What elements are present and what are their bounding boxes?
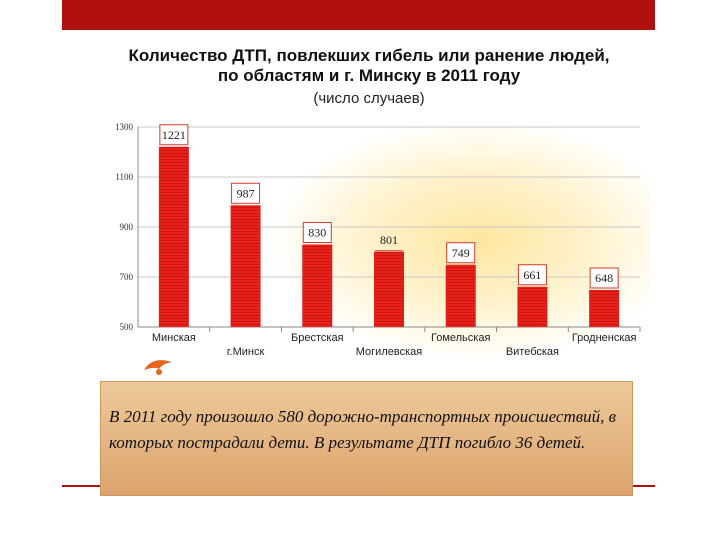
x-category-label: Гродненская (572, 332, 637, 344)
y-tick-label: 900 (120, 222, 134, 232)
value-label-box (589, 267, 619, 289)
y-tick-label: 500 (120, 322, 134, 332)
bar-7 (589, 290, 620, 327)
value-label-box (446, 242, 476, 264)
value-label: 801 (380, 233, 398, 247)
value-label-box (517, 264, 547, 286)
chart-panel: Количество ДТП, повлекших гибель или ран… (88, 40, 650, 372)
top-red-band (62, 0, 655, 30)
chart-title-line2: по областям и г. Минску в 2011 году (217, 66, 521, 85)
y-tick-label: 700 (120, 272, 134, 282)
logo-icon (144, 360, 172, 375)
x-category-label: Минская (152, 332, 196, 344)
x-category-label: Могилевская (356, 346, 422, 358)
value-label: 830 (308, 226, 326, 240)
value-label-box (231, 182, 261, 204)
value-label: 749 (452, 246, 470, 260)
value-label: 1221 (162, 128, 186, 142)
value-label: 648 (595, 271, 613, 285)
y-tick-label: 1300 (115, 122, 134, 132)
caption-text: В 2011 году произошло 580 дорожно-трансп… (109, 407, 616, 452)
value-label-box (302, 222, 332, 243)
x-category-label: Витебская (506, 346, 559, 358)
chart-subtitle: (число случаев) (313, 90, 425, 107)
bar-chart: 500 700 900 1100 1300 1221 Минская 987 г.Минск 83… (115, 122, 641, 358)
bar-2 (230, 205, 261, 327)
x-category-label: Брестская (291, 332, 344, 344)
value-label: 987 (237, 186, 255, 200)
bar-6 (517, 286, 548, 327)
bar-3 (302, 244, 333, 327)
bar-5 (445, 264, 476, 327)
value-label: 661 (523, 268, 541, 282)
caption-box: В 2011 году произошло 580 дорожно-трансп… (100, 381, 633, 496)
chart-title: Количество ДТП, повлекших гибель или ран… (88, 46, 650, 86)
x-category-label: Гомельская (431, 332, 490, 344)
bar-4 (374, 251, 404, 327)
chart-title-line1: Количество ДТП, повлекших гибель или ран… (128, 46, 610, 65)
value-label-box (159, 124, 189, 146)
y-tick-label: 1100 (115, 172, 133, 182)
divider-line-left (62, 485, 102, 487)
bar-1 (158, 146, 189, 327)
x-category-label: г.Минск (227, 346, 265, 358)
divider-line-right (632, 485, 655, 487)
